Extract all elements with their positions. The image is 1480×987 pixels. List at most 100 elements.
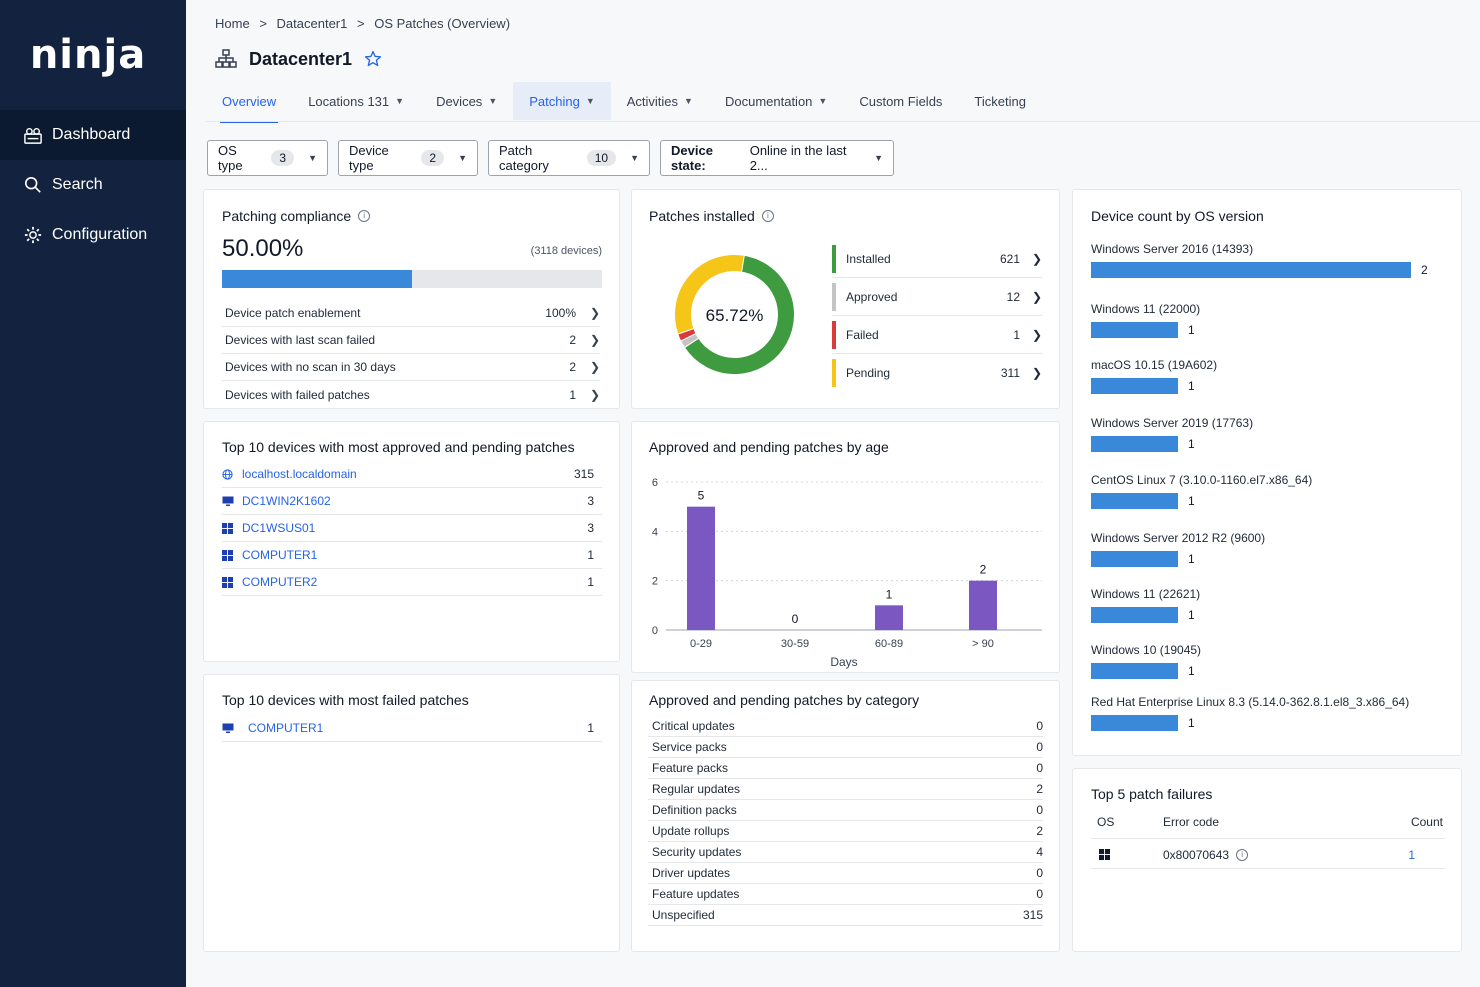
device-link[interactable]: COMPUTER1 xyxy=(242,548,318,562)
category-row[interactable]: Security updates 4 xyxy=(648,842,1043,863)
column-header-count[interactable]: Count xyxy=(1410,815,1443,829)
legend-item-pending[interactable]: Pending 311 ❯ xyxy=(832,354,1042,392)
tab-activities[interactable]: Activities ▼ xyxy=(611,82,709,120)
y-tick-label: 2 xyxy=(652,576,658,588)
legend-value: 12 xyxy=(1006,289,1020,304)
os-count-bar[interactable] xyxy=(1091,262,1411,278)
os-version-row[interactable]: Windows 10 (19045) 1 xyxy=(1091,643,1451,679)
list-item[interactable]: Devices with last scan failed 2 ❯ xyxy=(222,327,600,354)
category-row[interactable]: Feature updates 0 xyxy=(648,884,1043,905)
device-count: 1 xyxy=(587,575,594,589)
bar-6089[interactable] xyxy=(875,605,903,630)
star-icon[interactable] xyxy=(364,50,382,68)
caret-down-icon: ▼ xyxy=(630,153,639,163)
os-bar-row: 1 xyxy=(1091,378,1451,394)
tab-documentation[interactable]: Documentation ▼ xyxy=(709,82,843,120)
legend-item-installed[interactable]: Installed 621 ❯ xyxy=(832,240,1042,278)
category-row[interactable]: Update rollups 2 xyxy=(648,821,1043,842)
breadcrumb-org[interactable]: Datacenter1 xyxy=(276,16,348,31)
category-row[interactable]: Unspecified 315 xyxy=(648,905,1043,926)
os-version-row[interactable]: Windows 11 (22621) 1 xyxy=(1091,587,1451,623)
os-count-bar[interactable] xyxy=(1091,378,1178,394)
category-row[interactable]: Service packs 0 xyxy=(648,737,1043,758)
os-version-row[interactable]: Windows 11 (22000) 1 xyxy=(1091,302,1451,338)
category-value: 4 xyxy=(1036,845,1043,859)
donut-slice-pending[interactable] xyxy=(674,254,745,335)
legend-item-approved[interactable]: Approved 12 ❯ xyxy=(832,278,1042,316)
chevron-down-icon: ▼ xyxy=(585,96,595,106)
os-type-filter[interactable]: OS type 3 ▼ xyxy=(207,140,328,176)
os-count-bar[interactable] xyxy=(1091,322,1178,338)
caret-down-icon: ▼ xyxy=(308,153,317,163)
info-icon[interactable]: i xyxy=(1236,848,1249,861)
os-count-bar[interactable] xyxy=(1091,436,1178,452)
category-row[interactable]: Critical updates 0 xyxy=(648,716,1043,737)
device-link[interactable]: COMPUTER2 xyxy=(242,575,318,589)
tab-devices[interactable]: Devices ▼ xyxy=(420,82,513,120)
legend-item-failed[interactable]: Failed 1 ❯ xyxy=(832,316,1042,354)
column-header-error-code[interactable]: Error code xyxy=(1163,815,1220,829)
top-approved-devices-card: Top 10 devices with most approved and pe… xyxy=(203,421,620,662)
list-item[interactable]: Devices with failed patches 1 ❯ xyxy=(222,381,600,408)
device-link[interactable]: localhost.localdomain xyxy=(242,467,357,481)
tab-locations[interactable]: Locations 131 ▼ xyxy=(292,82,420,120)
device-link[interactable]: DC1WIN2K1602 xyxy=(242,494,331,508)
sidebar-item-configuration[interactable]: Configuration xyxy=(0,210,186,260)
breadcrumb-home[interactable]: Home xyxy=(215,16,250,31)
legend-label: Failed xyxy=(846,327,879,342)
donut-slice-installed[interactable] xyxy=(683,253,795,375)
os-count-bar[interactable] xyxy=(1091,607,1178,623)
category-row[interactable]: Definition packs 0 xyxy=(648,800,1043,821)
table-row[interactable]: COMPUTER1 1 xyxy=(222,542,602,569)
legend-label: Approved xyxy=(846,289,898,304)
os-version-row[interactable]: Windows Server 2019 (17763) 1 xyxy=(1091,416,1451,452)
os-bar-row: 2 xyxy=(1091,262,1451,278)
page-title: Datacenter1 xyxy=(249,48,353,69)
sidebar-item-search[interactable]: Search xyxy=(0,160,186,210)
patch-category-filter[interactable]: Patch category 10 ▼ xyxy=(488,140,650,176)
category-row[interactable]: Feature packs 0 xyxy=(648,758,1043,779)
os-version-row[interactable]: Red Hat Enterprise Linux 8.3 (5.14.0-362… xyxy=(1091,695,1451,731)
table-row[interactable]: COMPUTER2 1 xyxy=(222,569,602,596)
os-count-value: 1 xyxy=(1188,494,1195,508)
tab-ticketing[interactable]: Ticketing xyxy=(958,82,1042,120)
ninja-logo[interactable]: ninja xyxy=(29,32,147,78)
bar-90[interactable] xyxy=(969,580,997,630)
card-title: Device count by OS version xyxy=(1091,208,1264,224)
list-item[interactable]: Devices with no scan in 30 days 2 ❯ xyxy=(222,354,600,381)
category-label: Security updates xyxy=(652,845,742,859)
table-row[interactable]: 0x80070643 i 1 xyxy=(1091,841,1445,869)
tab-overview[interactable]: Overview xyxy=(206,82,292,123)
filter-count-badge: 3 xyxy=(271,150,295,166)
os-version-row[interactable]: Windows Server 2012 R2 (9600) 1 xyxy=(1091,531,1451,567)
device-type-filter[interactable]: Device type 2 ▼ xyxy=(338,140,478,176)
table-row[interactable]: COMPUTER1 1 xyxy=(222,715,602,742)
failure-count-link[interactable]: 1 xyxy=(1408,847,1415,862)
category-row[interactable]: Driver updates 0 xyxy=(648,863,1043,884)
device-link[interactable]: DC1WSUS01 xyxy=(242,521,316,535)
os-version-row[interactable]: Windows Server 2016 (14393) 2 xyxy=(1091,242,1451,278)
info-icon[interactable]: i xyxy=(761,210,774,222)
os-count-bar[interactable] xyxy=(1091,551,1178,567)
device-link[interactable]: COMPUTER1 xyxy=(248,721,324,735)
os-version-card: Device count by OS version Windows Serve… xyxy=(1072,189,1462,756)
category-row[interactable]: Regular updates 2 xyxy=(648,779,1043,800)
os-count-bar[interactable] xyxy=(1091,663,1178,679)
os-version-row[interactable]: macOS 10.15 (19A602) 1 xyxy=(1091,358,1451,394)
device-state-filter[interactable]: Device state: Online in the last 2... ▼ xyxy=(660,140,894,176)
os-count-bar[interactable] xyxy=(1091,493,1178,509)
os-version-row[interactable]: CentOS Linux 7 (3.10.0-1160.el7.x86_64) 1 xyxy=(1091,473,1451,509)
chevron-right-icon: ❯ xyxy=(589,360,600,374)
table-row[interactable]: localhost.localdomain 315 xyxy=(222,461,602,488)
table-row[interactable]: DC1WSUS01 3 xyxy=(222,515,602,542)
table-row[interactable]: DC1WIN2K1602 3 xyxy=(222,488,602,515)
os-count-bar[interactable] xyxy=(1091,715,1178,731)
info-icon[interactable]: i xyxy=(358,210,371,222)
tab-patching[interactable]: Patching ▼ xyxy=(513,82,611,120)
column-header-os[interactable]: OS xyxy=(1097,815,1115,829)
bar-029[interactable] xyxy=(687,506,715,630)
list-item[interactable]: Device patch enablement 100% ❯ xyxy=(222,300,600,327)
sidebar-item-dashboard[interactable]: Dashboard xyxy=(0,110,186,160)
tab-custom-fields[interactable]: Custom Fields xyxy=(843,82,958,120)
tab-label: Documentation xyxy=(724,93,813,109)
